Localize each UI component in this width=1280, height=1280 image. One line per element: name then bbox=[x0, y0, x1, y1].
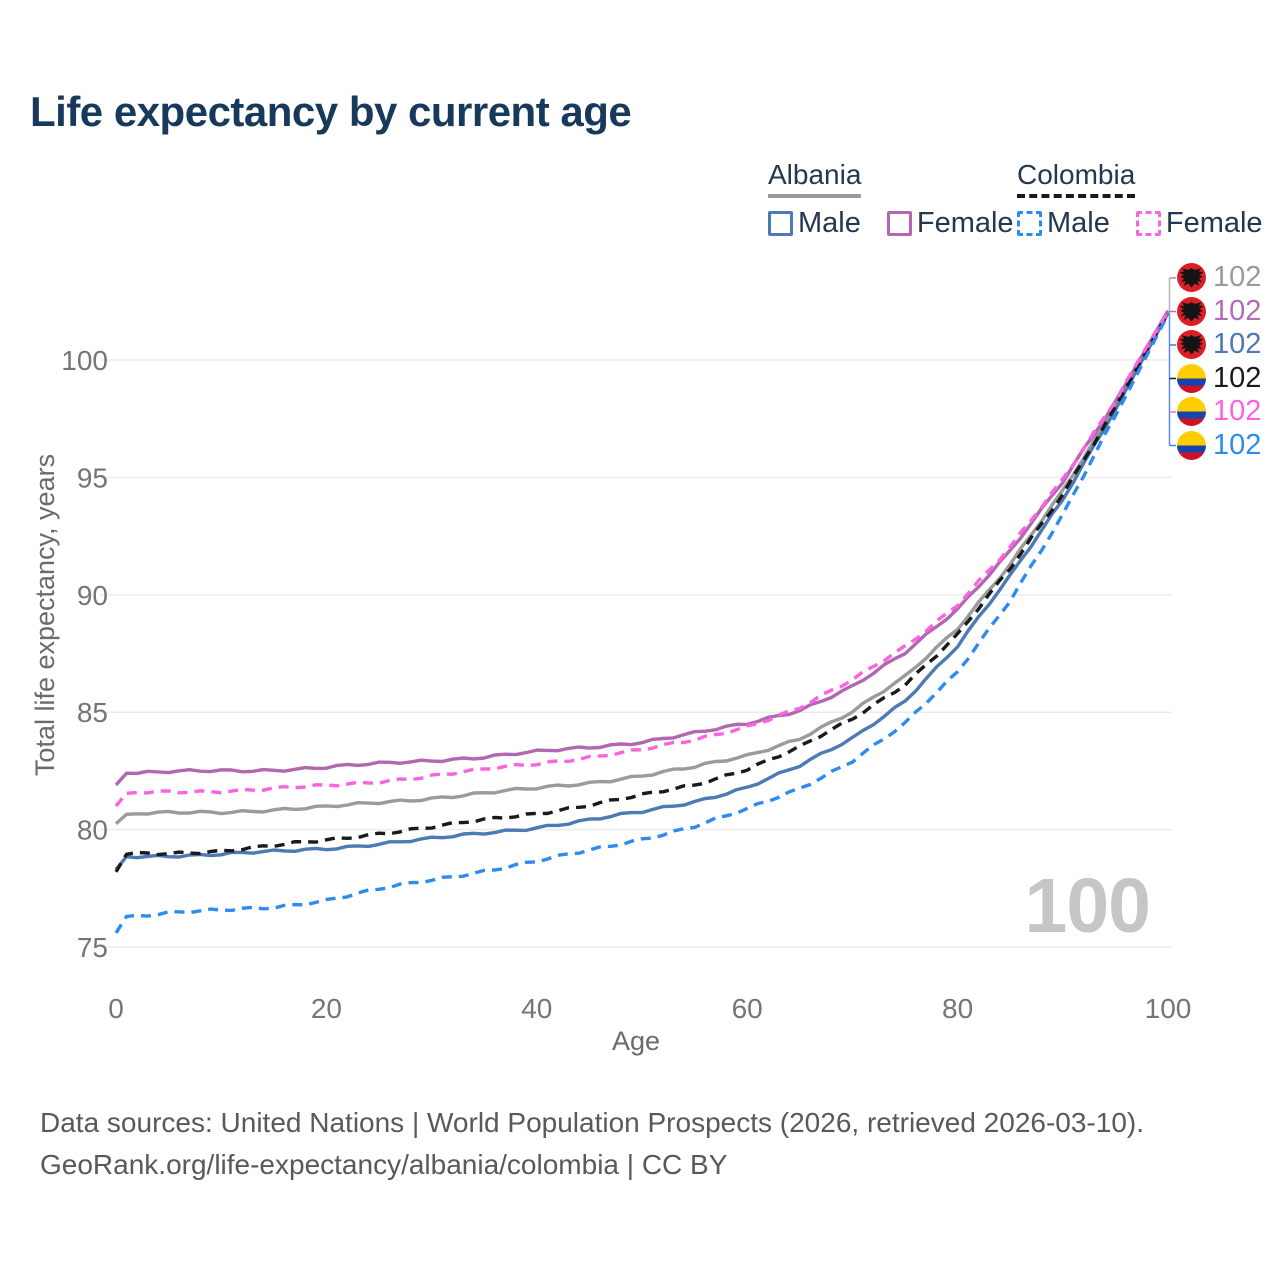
y-tick-label: 85 bbox=[77, 697, 108, 728]
colombia-female-swatch-icon bbox=[1135, 211, 1161, 236]
y-axis-title: Total life expectancy, years bbox=[30, 453, 60, 777]
series-line bbox=[114, 312, 1170, 871]
x-tick-label: 0 bbox=[108, 993, 124, 1024]
legend-item-colombia-male[interactable]: Male bbox=[1017, 207, 1110, 240]
legend-item-label: Female bbox=[1165, 207, 1263, 239]
legend-group-albania: Albania Male Female bbox=[768, 160, 1014, 240]
series-end-labels: 102 102 102 102 102 102 bbox=[1177, 261, 1261, 462]
series-line bbox=[114, 312, 1170, 873]
series-line bbox=[114, 311, 1170, 825]
end-label-value: 102 bbox=[1213, 328, 1262, 361]
legend: Albania Male Female Colombia Male bbox=[768, 160, 1280, 240]
legend-item-albania-female[interactable]: Female bbox=[886, 207, 1014, 240]
end-label-row: 102 bbox=[1177, 328, 1261, 362]
series-line bbox=[114, 313, 1170, 934]
end-label-value: 102 bbox=[1213, 428, 1262, 461]
albania-male-swatch-icon bbox=[768, 211, 793, 236]
end-label-row: 102 bbox=[1177, 395, 1261, 429]
y-tick-label: 80 bbox=[77, 815, 108, 846]
series-line bbox=[114, 309, 1170, 808]
end-label-row: 102 bbox=[1177, 362, 1261, 396]
y-tick-label: 100 bbox=[61, 345, 108, 376]
albania-flag-icon bbox=[1177, 330, 1206, 360]
albania-female-swatch-icon bbox=[886, 211, 912, 236]
colombia-flag-icon bbox=[1177, 363, 1206, 393]
x-tick-label: 20 bbox=[311, 993, 342, 1024]
end-label-value: 102 bbox=[1213, 361, 1262, 394]
legend-item-label: Male bbox=[798, 207, 861, 239]
series-line bbox=[114, 309, 1170, 787]
legend-item-albania-male[interactable]: Male bbox=[768, 207, 861, 240]
legend-group-albania-label: Albania bbox=[768, 160, 862, 198]
legend-items-colombia: Male Female bbox=[1017, 207, 1263, 240]
x-tick-label: 80 bbox=[942, 993, 973, 1024]
end-label-value: 102 bbox=[1213, 261, 1262, 294]
albania-flag-icon bbox=[1177, 263, 1206, 293]
legend-item-colombia-female[interactable]: Female bbox=[1135, 207, 1263, 240]
x-tick-label: 60 bbox=[732, 993, 763, 1024]
age-watermark: 100 bbox=[1024, 863, 1151, 949]
albania-flag-icon bbox=[1177, 296, 1206, 326]
legend-items-albania: Male Female bbox=[768, 207, 1014, 240]
data-sources-line: Data sources: United Nations | World Pop… bbox=[40, 1107, 1145, 1138]
end-label-value: 102 bbox=[1213, 294, 1262, 327]
y-tick-label: 75 bbox=[77, 932, 108, 963]
legend-item-label: Male bbox=[1047, 207, 1110, 239]
end-label-row: 102 bbox=[1177, 261, 1261, 295]
end-label-value: 102 bbox=[1213, 395, 1262, 428]
footer: Data sources: United Nations | World Pop… bbox=[40, 1102, 1144, 1186]
end-label-row: 102 bbox=[1177, 429, 1261, 463]
y-tick-label: 95 bbox=[77, 462, 108, 493]
x-tick-label: 100 bbox=[1145, 993, 1192, 1024]
end-label-row: 102 bbox=[1177, 295, 1261, 329]
x-axis-title: Age bbox=[611, 1026, 661, 1056]
attribution-line: GeoRank.org/life-expectancy/albania/colo… bbox=[40, 1149, 728, 1180]
x-tick-label: 40 bbox=[521, 993, 552, 1024]
y-tick-label: 90 bbox=[77, 580, 108, 611]
page-title: Life expectancy by current age bbox=[30, 88, 632, 135]
colombia-flag-icon bbox=[1177, 397, 1206, 427]
colombia-male-swatch-icon bbox=[1017, 211, 1042, 236]
colombia-flag-icon bbox=[1177, 430, 1206, 460]
legend-group-colombia-label: Colombia bbox=[1017, 160, 1136, 198]
legend-group-colombia: Colombia Male Female bbox=[1017, 160, 1263, 240]
legend-item-label: Female bbox=[916, 207, 1014, 239]
